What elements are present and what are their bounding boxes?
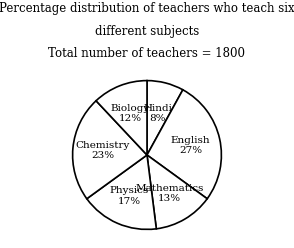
Wedge shape xyxy=(87,155,156,229)
Wedge shape xyxy=(73,101,147,199)
Text: Total number of teachers = 1800: Total number of teachers = 1800 xyxy=(49,47,245,60)
Text: different subjects: different subjects xyxy=(95,25,199,38)
Text: Hindi
8%: Hindi 8% xyxy=(143,103,172,123)
Wedge shape xyxy=(147,81,183,155)
Wedge shape xyxy=(147,90,221,199)
Text: English
27%: English 27% xyxy=(171,136,211,155)
Text: Percentage distribution of teachers who teach six: Percentage distribution of teachers who … xyxy=(0,2,294,15)
Text: Mathematics
13%: Mathematics 13% xyxy=(136,184,204,203)
Text: Chemistry
23%: Chemistry 23% xyxy=(75,141,130,160)
Wedge shape xyxy=(147,155,207,229)
Text: Physics
17%: Physics 17% xyxy=(110,186,149,206)
Text: Biology
12%: Biology 12% xyxy=(111,104,150,123)
Wedge shape xyxy=(96,81,147,155)
